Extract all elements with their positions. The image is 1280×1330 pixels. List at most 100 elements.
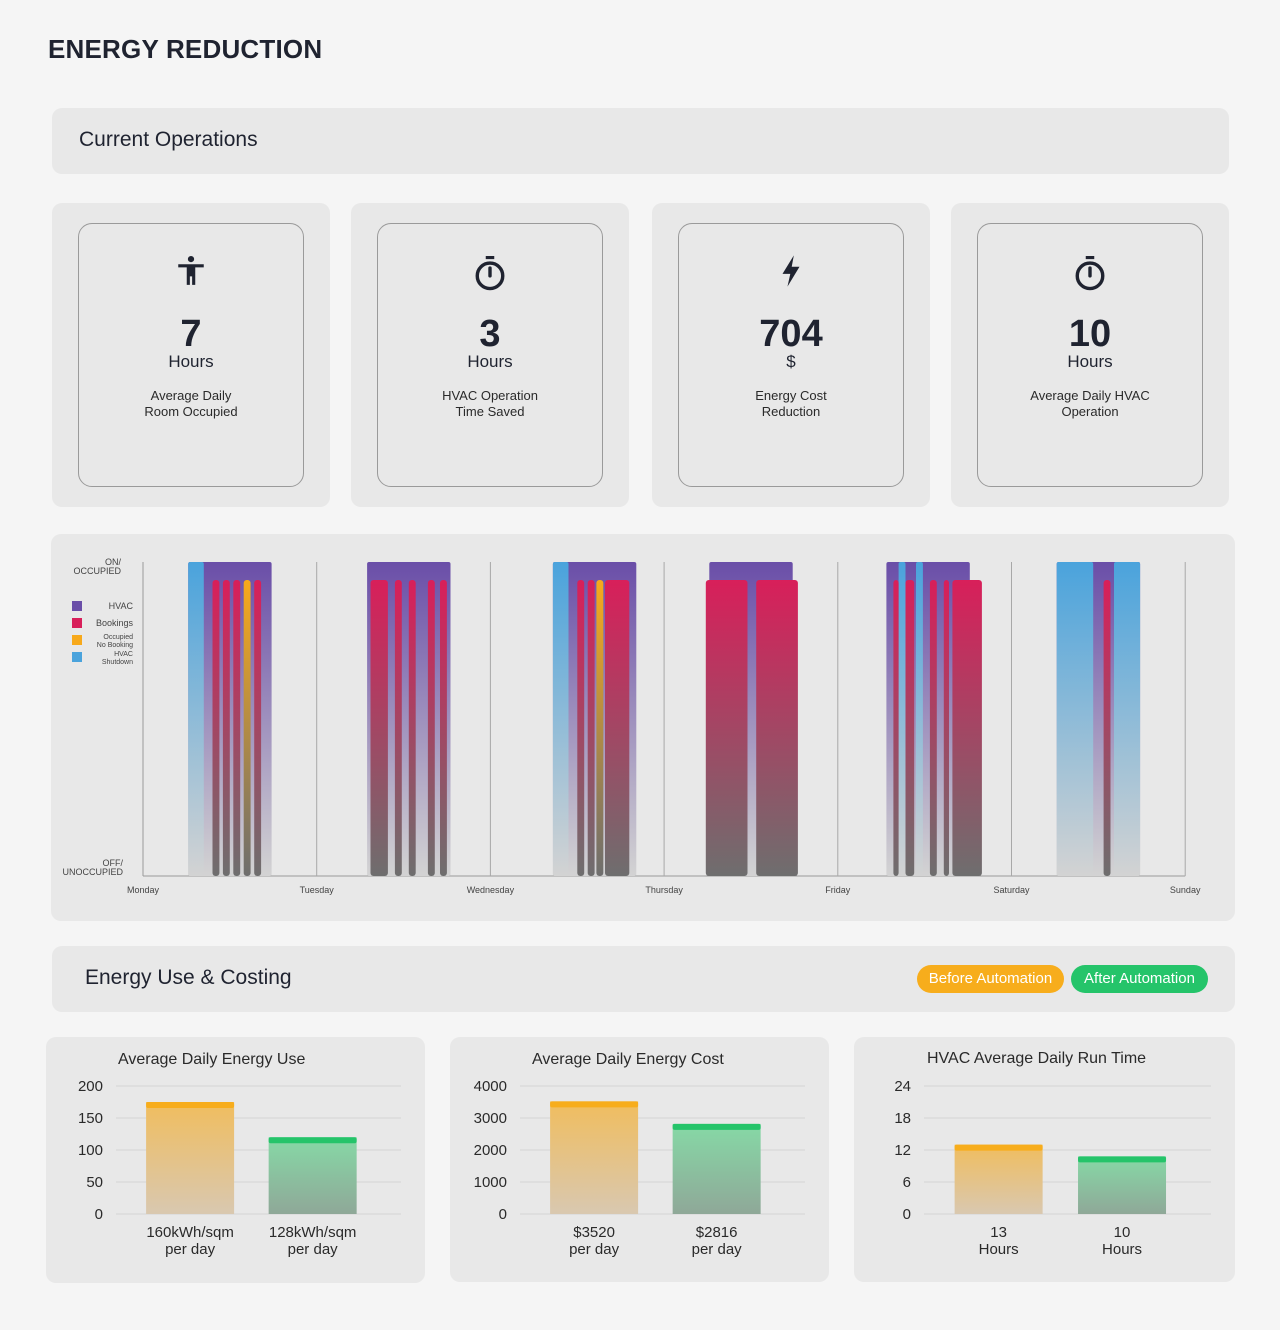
y-tick-label: 0 [499, 1206, 507, 1223]
y-tick-label: 12 [894, 1142, 911, 1159]
mini-chart-title: HVAC Average Daily Run Time [927, 1050, 1147, 1067]
bookings-bar [577, 580, 585, 876]
y-tick-label: 200 [78, 1078, 103, 1095]
y-tick-label: 0 [903, 1206, 911, 1223]
bookings-bar [440, 580, 447, 876]
before-automation-bar [954, 1144, 1043, 1214]
kpi-unit: Hours [467, 352, 513, 371]
bar-cap [672, 1123, 761, 1130]
occupied-no-booking-bar [243, 580, 251, 876]
bar-cap [954, 1144, 1043, 1151]
legend-swatch [72, 635, 82, 645]
hvac-shutdown-bar [188, 562, 204, 876]
lightning-icon [679, 254, 903, 294]
y-tick-label: 100 [78, 1142, 103, 1159]
after-automation-bar [268, 1137, 357, 1214]
before-automation-badge: Before Automation [917, 965, 1064, 993]
occupied-no-booking-bar [596, 580, 604, 876]
weekly-timeline-panel: Monday Tuesday Wednesday Thursday Friday Satu… [51, 534, 1235, 921]
y-tick-label: 150 [78, 1110, 103, 1127]
after-automation-badge: After Automation [1071, 965, 1208, 993]
bar-label: per day [569, 1241, 620, 1258]
section-title: Current Operations [79, 128, 258, 151]
bookings-bar [427, 580, 435, 876]
kpi-card-room-occupied: 7 Hours Average Daily Room Occupied [52, 203, 330, 507]
bar-label: 128kWh/sqm [269, 1224, 357, 1241]
bar-label: 160kWh/sqm [146, 1224, 234, 1241]
stopwatch-icon [378, 254, 602, 294]
bookings-bar [905, 580, 915, 876]
bookings-bar [952, 580, 982, 876]
x-tick-label: Sunday [1170, 885, 1201, 895]
kpi-value: 10 [1068, 313, 1112, 355]
y-top-label: OCCUPIED [73, 566, 121, 576]
bar-cap [146, 1102, 235, 1108]
section-title: Energy Use & Costing [85, 966, 292, 989]
mini-chart-panel: Average Daily Energy Use 200 150 100 50 0 160… [46, 1037, 425, 1283]
legend-swatch [72, 618, 82, 628]
kpi-frame: 7 Hours Average Daily Room Occupied [78, 223, 304, 487]
energy-costing-header: Energy Use & Costing Before Automation A… [52, 946, 1235, 1012]
before-automation-bar [146, 1102, 235, 1214]
y-tick-label: 4000 [474, 1078, 507, 1095]
bar-cap [1078, 1156, 1167, 1163]
weekly-timeline-chart: Monday Tuesday Wednesday Thursday Friday Satu… [62, 557, 1201, 895]
mini-chart-panel: Average Daily Energy Cost 4000 3000 2000 10… [450, 1037, 829, 1282]
bookings-bar [705, 580, 748, 876]
legend-label: Occupied [103, 634, 133, 641]
legend-swatch [72, 601, 82, 611]
bookings-bar [943, 580, 949, 876]
bookings-bar [222, 580, 230, 876]
bar-label: 10 [1114, 1224, 1131, 1241]
kpi-card-time-saved: 3 Hours HVAC Operation Time Saved [351, 203, 629, 507]
hvac-shutdown-bar [1056, 562, 1094, 876]
before-automation-bar [550, 1101, 639, 1214]
kpi-unit: Hours [1067, 352, 1113, 371]
y-tick-label: 3000 [474, 1110, 507, 1127]
bookings-bar [929, 580, 937, 876]
legend-swatch [72, 652, 82, 662]
kpi-value: 3 [479, 313, 501, 355]
bookings-bar [605, 580, 630, 876]
bookings-bar [587, 580, 595, 876]
kpi-description: HVAC Operation Time Saved [442, 388, 538, 419]
kpi-description: Energy Cost Reduction [755, 388, 827, 419]
kpi-value: 704 [759, 313, 823, 355]
bar-label: $3520 [573, 1224, 615, 1241]
x-tick-label: Wednesday [467, 885, 515, 895]
bookings-bar [212, 580, 220, 876]
y-tick-label: 2000 [474, 1142, 507, 1159]
y-tick-label: 18 [894, 1110, 911, 1127]
mini-chart-panel: HVAC Average Daily Run Time 24 18 12 6 0 13 Ho… [854, 1037, 1235, 1282]
y-tick-label: 0 [95, 1206, 103, 1223]
y-tick-label: 1000 [474, 1174, 507, 1191]
bar-cap [268, 1137, 357, 1144]
kpi-description: Average Daily HVAC Operation [1030, 388, 1150, 419]
y-bottom-label: OFF/ [103, 858, 124, 868]
hvac-bar [188, 562, 272, 876]
kpi-description: Average Daily Room Occupied [144, 388, 238, 419]
bar-cap [550, 1101, 639, 1108]
kpi-unit: $ [786, 352, 796, 371]
hvac-shutdown-bar [1114, 562, 1141, 876]
x-tick-label: Friday [825, 885, 851, 895]
mini-chart-title: Average Daily Energy Cost [532, 1051, 724, 1068]
kpi-frame: 3 Hours HVAC Operation Time Saved [377, 223, 603, 487]
kpi-card-hvac-operation: 10 Hours Average Daily HVAC Operation [951, 203, 1229, 507]
bookings-bar [408, 580, 416, 876]
y-tick-label: 6 [903, 1174, 911, 1191]
hvac-shutdown-bar [916, 562, 923, 876]
kpi-value: 7 [180, 313, 202, 355]
x-tick-label: Thursday [645, 885, 683, 895]
legend-label: Bookings [96, 618, 134, 628]
bar-label: Hours [1102, 1241, 1142, 1258]
legend-label: Shutdown [102, 659, 133, 666]
bookings-bar [1103, 580, 1111, 876]
bar-label: Hours [979, 1241, 1019, 1258]
bookings-bar [370, 580, 388, 876]
bookings-bar [394, 580, 402, 876]
current-operations-header: Current Operations [52, 108, 1229, 174]
y-tick-label: 24 [894, 1078, 911, 1095]
